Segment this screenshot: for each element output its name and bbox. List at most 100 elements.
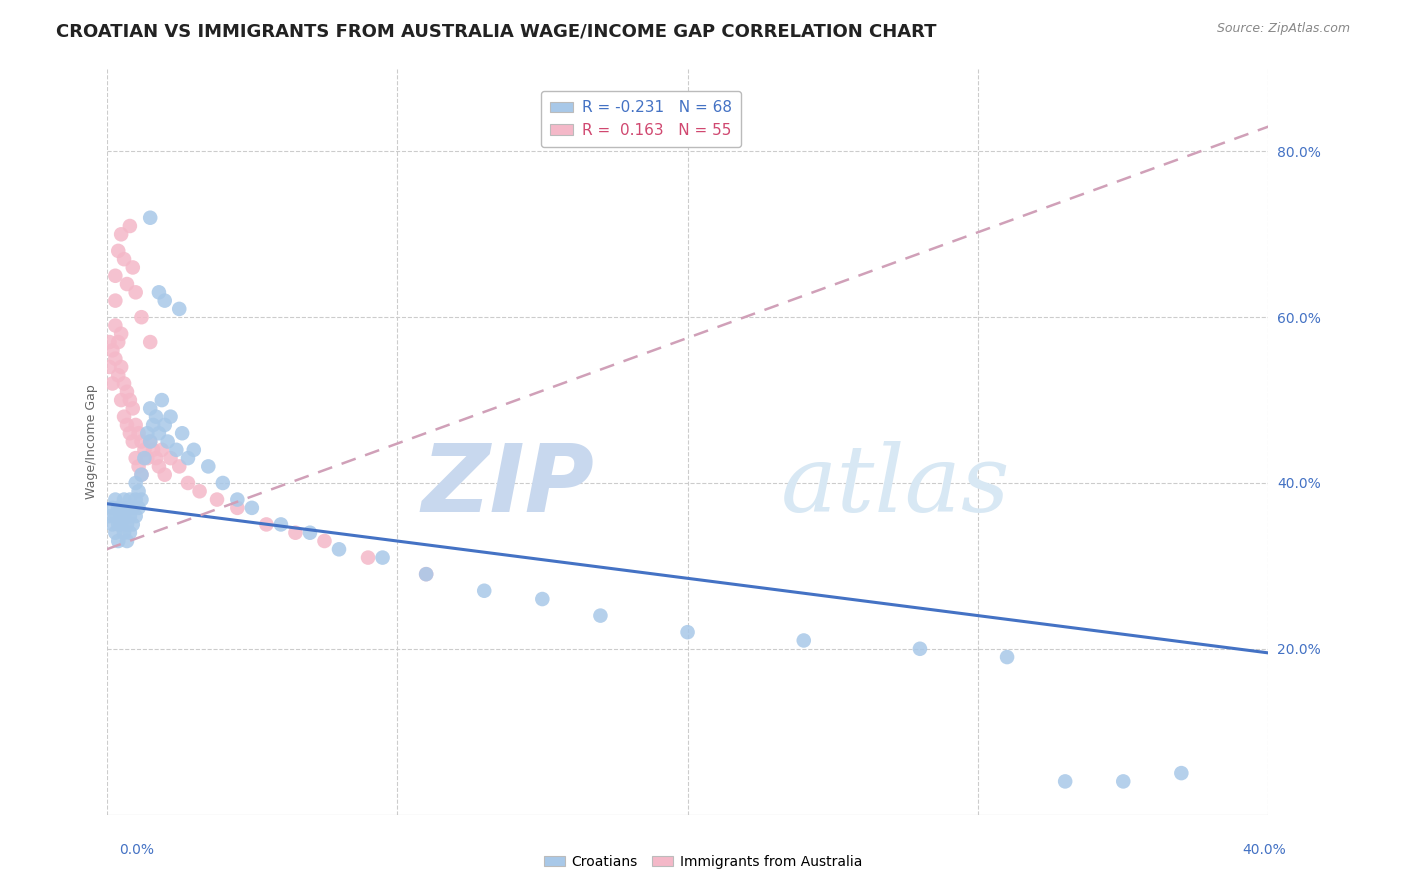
Point — [793, 633, 815, 648]
Point — [676, 625, 699, 640]
Point — [531, 592, 554, 607]
Point — [589, 608, 612, 623]
Point — [139, 211, 162, 225]
Point — [115, 500, 138, 515]
Point — [118, 492, 141, 507]
Point — [1112, 774, 1135, 789]
Point — [104, 509, 127, 524]
Point — [150, 442, 173, 457]
Point — [148, 426, 170, 441]
Point — [107, 517, 129, 532]
Text: 0.0%: 0.0% — [120, 843, 155, 857]
Point — [472, 583, 495, 598]
Point — [104, 318, 127, 333]
Point — [110, 500, 132, 515]
Point — [371, 550, 394, 565]
Point — [98, 359, 121, 374]
Point — [205, 492, 228, 507]
Point — [240, 500, 263, 515]
Point — [118, 393, 141, 408]
Point — [118, 525, 141, 540]
Point — [328, 542, 350, 557]
Point — [112, 525, 135, 540]
Point — [131, 467, 153, 482]
Point — [118, 509, 141, 524]
Point — [134, 451, 156, 466]
Point — [142, 417, 165, 432]
Point — [107, 334, 129, 349]
Point — [121, 517, 143, 532]
Point — [128, 426, 150, 441]
Point — [153, 293, 176, 308]
Point — [139, 434, 162, 449]
Point — [112, 409, 135, 424]
Point — [284, 525, 307, 540]
Point — [121, 434, 143, 449]
Point — [115, 534, 138, 549]
Point — [298, 525, 321, 540]
Point — [270, 517, 292, 532]
Point — [101, 500, 124, 515]
Point — [167, 459, 190, 474]
Point — [188, 484, 211, 499]
Point — [104, 351, 127, 366]
Point — [121, 401, 143, 416]
Point — [150, 393, 173, 408]
Point — [1170, 766, 1192, 780]
Point — [415, 567, 437, 582]
Point — [101, 517, 124, 532]
Point — [995, 650, 1018, 665]
Point — [125, 285, 148, 300]
Point — [131, 310, 153, 325]
Point — [1054, 774, 1077, 789]
Point — [131, 434, 153, 449]
Point — [197, 459, 219, 474]
Point — [98, 334, 121, 349]
Point — [101, 343, 124, 358]
Point — [145, 409, 167, 424]
Point — [107, 368, 129, 383]
Point — [908, 641, 931, 656]
Point — [165, 442, 187, 457]
Point — [104, 268, 127, 283]
Point — [101, 376, 124, 391]
Point — [226, 500, 249, 515]
Point — [98, 509, 121, 524]
Point — [118, 426, 141, 441]
Point — [110, 326, 132, 341]
Text: ZIP: ZIP — [422, 441, 595, 533]
Point — [211, 475, 233, 490]
Point — [112, 376, 135, 391]
Point — [121, 260, 143, 275]
Point — [112, 509, 135, 524]
Point — [254, 517, 277, 532]
Point — [131, 467, 153, 482]
Point — [136, 451, 159, 466]
Y-axis label: Wage/Income Gap: Wage/Income Gap — [86, 384, 98, 499]
Point — [153, 417, 176, 432]
Point — [131, 492, 153, 507]
Point — [145, 451, 167, 466]
Point — [167, 301, 190, 316]
Point — [118, 219, 141, 233]
Point — [115, 517, 138, 532]
Point — [128, 484, 150, 499]
Legend: R = -0.231   N = 68, R =  0.163   N = 55: R = -0.231 N = 68, R = 0.163 N = 55 — [541, 91, 741, 147]
Point — [125, 451, 148, 466]
Point — [148, 285, 170, 300]
Point — [104, 293, 127, 308]
Point — [110, 517, 132, 532]
Point — [314, 534, 336, 549]
Point — [139, 401, 162, 416]
Point — [110, 359, 132, 374]
Point — [107, 534, 129, 549]
Point — [415, 567, 437, 582]
Text: 40.0%: 40.0% — [1243, 843, 1286, 857]
Point — [107, 244, 129, 258]
Point — [125, 417, 148, 432]
Point — [110, 393, 132, 408]
Point — [153, 467, 176, 482]
Point — [104, 525, 127, 540]
Point — [139, 334, 162, 349]
Point — [112, 492, 135, 507]
